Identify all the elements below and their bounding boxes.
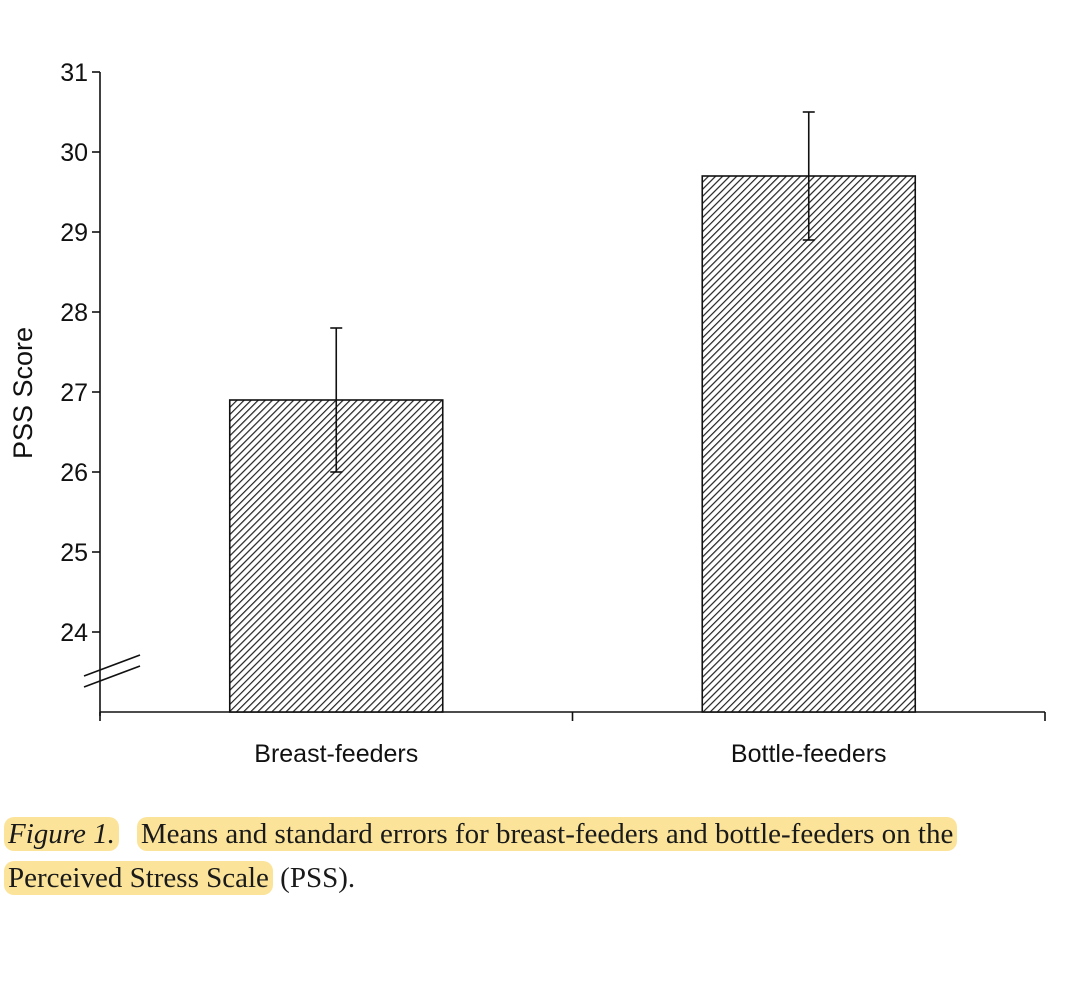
caption-highlighted-text: Means and standard errors for breast-fee… <box>4 817 958 895</box>
error-bars <box>330 111 815 473</box>
y-tick-label: 26 <box>60 459 88 487</box>
axis-break-line <box>83 665 141 688</box>
y-tick-label: 24 <box>60 619 88 647</box>
caption-tail-text: (PSS). <box>280 862 356 894</box>
bar-chart: 24 25 26 27 28 29 30 31 Breast-feeders Bottle-fe… <box>8 59 1046 768</box>
axis-break-mark <box>83 654 141 688</box>
category-labels: Breast-feeders Bottle-feeders <box>254 740 886 768</box>
y-tick-label: 25 <box>60 539 88 567</box>
category-label: Breast-feeders <box>254 740 418 768</box>
axis-break-line <box>83 654 141 677</box>
y-axis: 24 25 26 27 28 29 30 31 <box>60 59 141 716</box>
y-axis-label: PSS Score <box>8 327 38 459</box>
figure-caption: Figure 1. Means and standard errors for b… <box>4 812 1074 900</box>
x-axis <box>99 711 1046 721</box>
y-tick-label: 28 <box>60 299 88 327</box>
y-tick-label: 30 <box>60 139 88 167</box>
y-tick-label: 31 <box>60 59 88 87</box>
y-tick-label: 29 <box>60 219 88 247</box>
bar <box>701 175 917 713</box>
y-tick-label: 27 <box>60 379 88 407</box>
category-label: Bottle-feeders <box>731 740 887 768</box>
bars <box>228 175 917 713</box>
figure-label: Figure 1. <box>4 817 119 851</box>
